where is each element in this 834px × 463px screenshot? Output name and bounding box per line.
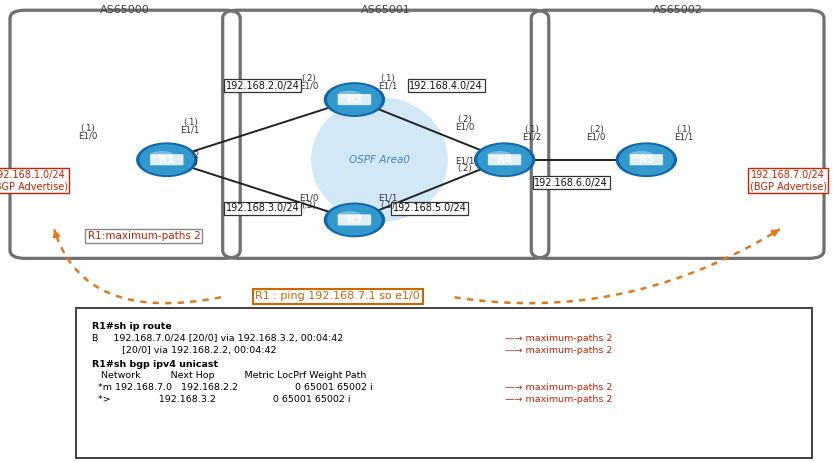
- Text: *>                192.168.3.2                   0 65001 65002 i: *> 192.168.3.2 0 65001 65002 i: [92, 394, 350, 404]
- Text: (.1): (.1): [525, 125, 540, 134]
- Circle shape: [616, 143, 676, 176]
- Ellipse shape: [630, 151, 653, 159]
- Text: E1/1: E1/1: [674, 132, 694, 142]
- Circle shape: [475, 143, 535, 176]
- FancyBboxPatch shape: [630, 154, 663, 165]
- Text: R2: R2: [347, 94, 362, 105]
- Ellipse shape: [338, 91, 361, 99]
- Text: R5: R5: [639, 155, 654, 165]
- Text: (.2): (.2): [301, 201, 316, 210]
- FancyBboxPatch shape: [338, 214, 371, 225]
- Circle shape: [620, 145, 673, 175]
- Circle shape: [140, 145, 193, 175]
- Text: 192.168.6.0/24: 192.168.6.0/24: [535, 178, 608, 188]
- Text: 192.168.7.0/24
(BGP Advertise): 192.168.7.0/24 (BGP Advertise): [750, 170, 826, 191]
- Text: R4: R4: [497, 155, 512, 165]
- Text: (.1): (.1): [676, 125, 691, 134]
- Text: E1/0: E1/0: [586, 132, 606, 142]
- Text: —→ maximum-paths 2: —→ maximum-paths 2: [505, 394, 612, 404]
- Text: (.2): (.2): [457, 164, 472, 173]
- Text: E1/0: E1/0: [455, 122, 475, 131]
- Text: 192.168.2.0/24: 192.168.2.0/24: [226, 81, 299, 91]
- Text: E1/0: E1/0: [78, 131, 98, 141]
- Circle shape: [324, 83, 384, 116]
- Text: E1/1: E1/1: [455, 156, 475, 166]
- Text: R3: R3: [347, 215, 362, 225]
- Text: AS65000: AS65000: [100, 5, 150, 15]
- Text: E1/2: E1/2: [180, 150, 200, 160]
- Ellipse shape: [338, 211, 361, 219]
- Text: (.2): (.2): [457, 115, 472, 124]
- Text: —→ maximum-paths 2: —→ maximum-paths 2: [505, 334, 612, 344]
- Circle shape: [324, 203, 384, 237]
- Text: 192.168.1.0/24
(BGP Advertise): 192.168.1.0/24 (BGP Advertise): [0, 170, 68, 191]
- Text: (.1): (.1): [183, 158, 198, 167]
- Text: E1/1: E1/1: [378, 81, 398, 91]
- Text: (.2): (.2): [589, 125, 604, 134]
- Text: (.1): (.1): [80, 124, 95, 133]
- FancyBboxPatch shape: [150, 154, 183, 165]
- Text: R1#sh bgp ipv4 unicast: R1#sh bgp ipv4 unicast: [92, 360, 218, 369]
- Text: (.1): (.1): [380, 74, 395, 83]
- Ellipse shape: [150, 151, 173, 159]
- FancyBboxPatch shape: [76, 308, 812, 458]
- Text: —→ maximum-paths 2: —→ maximum-paths 2: [505, 345, 612, 355]
- Text: 192.168.5.0/24: 192.168.5.0/24: [393, 203, 466, 213]
- Text: E1/2: E1/2: [522, 132, 542, 142]
- Text: OSPF Area0: OSPF Area0: [349, 155, 410, 165]
- Ellipse shape: [488, 151, 511, 159]
- FancyBboxPatch shape: [488, 154, 521, 165]
- Text: E1/0: E1/0: [299, 81, 319, 91]
- Text: R1 : ping 192.168.7.1 so e1/0: R1 : ping 192.168.7.1 so e1/0: [255, 291, 420, 301]
- Text: 192.168.4.0/24: 192.168.4.0/24: [409, 81, 483, 91]
- Text: R1#sh ip route: R1#sh ip route: [92, 322, 172, 331]
- Circle shape: [328, 205, 381, 235]
- Text: AS65001: AS65001: [361, 5, 410, 15]
- Text: (.1): (.1): [380, 201, 395, 210]
- Ellipse shape: [311, 97, 448, 222]
- Text: E1/1: E1/1: [180, 125, 200, 134]
- Circle shape: [328, 85, 381, 114]
- Text: (.2): (.2): [301, 74, 316, 83]
- Circle shape: [478, 145, 531, 175]
- Text: 192.168.3.0/24: 192.168.3.0/24: [226, 203, 299, 213]
- Circle shape: [137, 143, 197, 176]
- Text: B     192.168.7.0/24 [20/0] via 192.168.3.2, 00:04:42: B 192.168.7.0/24 [20/0] via 192.168.3.2,…: [92, 334, 343, 344]
- Text: R1:maximum-paths 2: R1:maximum-paths 2: [88, 231, 200, 241]
- Text: *m 192.168.7.0   192.168.2.2                   0 65001 65002 i: *m 192.168.7.0 192.168.2.2 0 65001 65002…: [92, 383, 372, 393]
- FancyBboxPatch shape: [338, 94, 371, 105]
- Text: AS65002: AS65002: [653, 5, 702, 15]
- Text: E1/0: E1/0: [299, 194, 319, 203]
- Text: (.1): (.1): [183, 118, 198, 127]
- Text: [20/0] via 192.168.2.2, 00:04:42: [20/0] via 192.168.2.2, 00:04:42: [92, 345, 276, 355]
- Text: R1: R1: [159, 155, 174, 165]
- Text: Network          Next Hop          Metric LocPrf Weight Path: Network Next Hop Metric LocPrf Weight Pa…: [92, 371, 366, 381]
- Text: —→ maximum-paths 2: —→ maximum-paths 2: [505, 383, 612, 393]
- Text: E1/1: E1/1: [378, 194, 398, 203]
